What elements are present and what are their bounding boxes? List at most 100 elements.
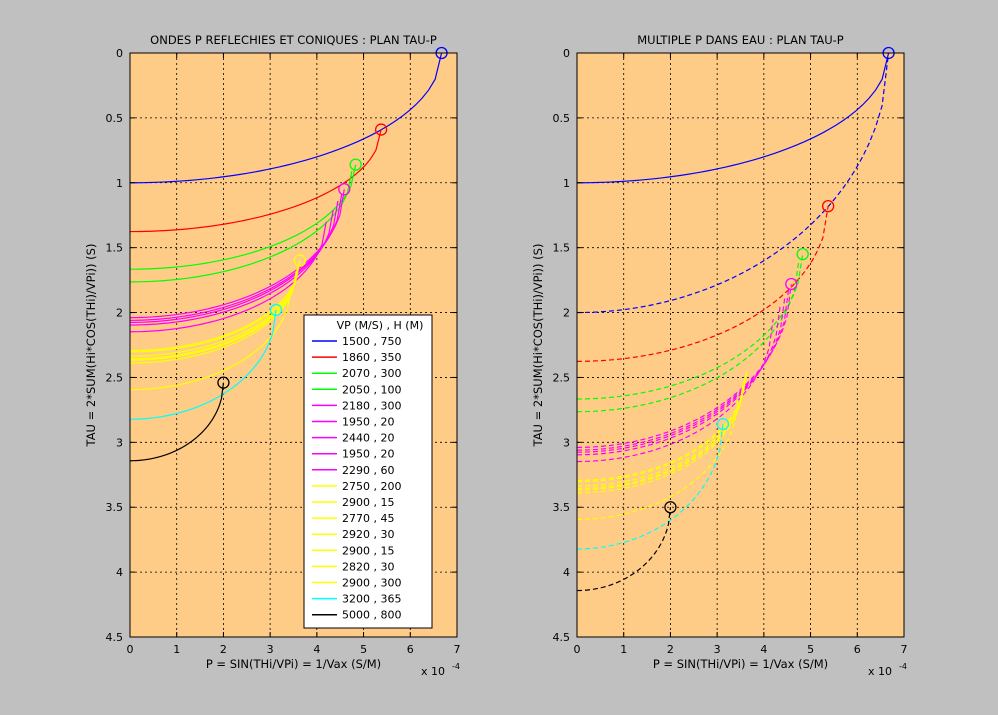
x-tick-label: 0 [574,643,581,656]
x-tick-label: 7 [901,643,908,656]
y-tick-label: 4.5 [106,631,124,644]
x-tick-label: 4 [313,643,320,656]
x-tick-label: 6 [407,643,414,656]
legend-entry-label: 2440 , 20 [342,432,394,445]
x-axis-label: P = SIN(THi/VPi) = 1/Vax (S/M) [206,657,381,671]
legend-entry-label: 2900 , 15 [342,496,394,509]
legend-entry-label: 3200 , 365 [342,593,401,606]
series-curve-6 [576,289,790,451]
series-curve-2 [129,164,357,270]
y-tick-label: 4.5 [553,631,571,644]
series-curve-11 [129,265,299,357]
y-tick-label: 3.5 [106,501,124,514]
x-tick-label: 5 [360,643,367,656]
series-curve-4 [576,260,800,413]
series-curve-3 [129,170,353,283]
endpoint-marker-1 [821,199,835,213]
y-tick-label: 3 [563,436,570,449]
endpoint-marker-2 [796,248,809,261]
x-tick-label: 4 [760,643,767,656]
legend-entry-label: 2900 , 15 [342,544,394,557]
endpoint-marker-4 [716,418,730,431]
y-tick-label: 4 [116,566,123,579]
series-curve-13 [576,379,745,490]
legend-entry-label: 1950 , 20 [342,448,394,461]
y-tick-label: 1.5 [553,242,571,255]
y-tick-label: 4 [563,566,570,579]
series-curve-11 [576,373,747,483]
x-axis-label: P = SIN(THi/VPi) = 1/Vax (S/M) [653,657,828,671]
endpoint-marker-4 [293,254,307,267]
x-tick-label: 1 [173,643,180,656]
legend-entry-label: 1860 , 350 [342,351,401,364]
legend-entry-label: 2820 , 30 [342,560,394,573]
legend-entry-label: 2290 , 60 [342,464,394,477]
x-tick-label: 7 [454,643,461,656]
series-curve-9 [129,260,301,352]
series-curve-4 [129,189,345,319]
y-axis-label: TAU = 2*SUM(Hi*COS(THi)/VPi)) (S) [84,244,98,448]
chart-title: ONDES P REFLECHIES ET CONIQUES : PLAN TA… [150,33,437,47]
series-curve-13 [129,270,297,361]
legend-entry-label: 5000 , 800 [342,609,401,622]
x-tick-label: 1 [620,643,627,656]
legend-entry-label: 2180 , 300 [342,399,401,412]
series-curve-7 [576,296,786,453]
x-exponent: -4 [452,662,460,671]
x-multiplier: x 10 [421,665,445,678]
plot-area [577,53,904,637]
axes-frame [576,52,905,638]
series-curve-0 [576,52,890,184]
y-tick-label: 1 [116,177,123,190]
series-curve-0 [129,52,443,184]
right-axes: 0 1 2 3 4 5 6 7 0 0.5 1 1.5 2 2.5 3 3.5 4 4.5 MULTIPLE P D… [531,33,908,678]
y-tick-label: 2 [563,307,570,320]
y-tick-label: 0.5 [106,112,124,125]
series-curve-17 [129,382,225,462]
endpoint-marker-6 [217,376,230,389]
y-tick-label: 3.5 [553,501,571,514]
series-curve-3 [576,254,804,400]
y-tick-label: 2 [116,307,123,320]
series-curve-2 [576,206,829,362]
series-curve-5 [576,283,792,448]
y-tick-label: 2.5 [106,371,124,384]
axes-frame [129,52,458,638]
y-tick-label: 0.5 [553,112,571,125]
legend-entry-label: 2770 , 45 [342,512,394,525]
series-curve-12 [129,268,298,360]
series-curve-10 [576,370,748,481]
y-tick-label: 2.5 [553,371,571,384]
endpoint-marker-3 [338,183,351,196]
legend-entry-label: 1950 , 20 [342,416,394,429]
legend-header: VP (M/S) , H (M) [337,319,424,332]
endpoint-marker-2 [349,158,362,171]
x-multiplier: x 10 [868,665,892,678]
series-curve-15 [576,385,744,494]
series-curve-7 [129,209,334,326]
x-tick-label: 2 [667,643,674,656]
x-tick-label: 3 [267,643,274,656]
series-curve-6 [129,200,339,324]
x-tick-label: 5 [807,643,814,656]
series-curve-15 [129,286,292,391]
x-tick-label: 0 [127,643,134,656]
legend-entry-label: 2750 , 200 [342,480,401,493]
legend-entry-label: 2070 , 300 [342,367,401,380]
endpoint-marker-1 [374,123,388,136]
series-curve-1 [576,52,890,314]
y-tick-label: 0 [116,47,123,60]
x-tick-label: 3 [714,643,721,656]
legend-box [303,314,433,629]
y-tick-label: 0 [563,47,570,60]
y-axis-label: TAU = 2*SUM(Hi*COS(THi)/VPi)) (S) [531,244,545,448]
legend: VP (M/S) , H (M) 1500 , 750 1860 , 350 2070… [303,314,433,629]
series-curve-18 [576,507,672,592]
chart-title: MULTIPLE P DANS EAU : PLAN TAU-P [637,33,844,47]
x-tick-label: 2 [220,643,227,656]
y-tick-label: 3 [116,436,123,449]
legend-entry-label: 2900 , 300 [342,577,401,590]
y-tick-label: 1 [563,177,570,190]
series-curve-16 [576,396,739,521]
